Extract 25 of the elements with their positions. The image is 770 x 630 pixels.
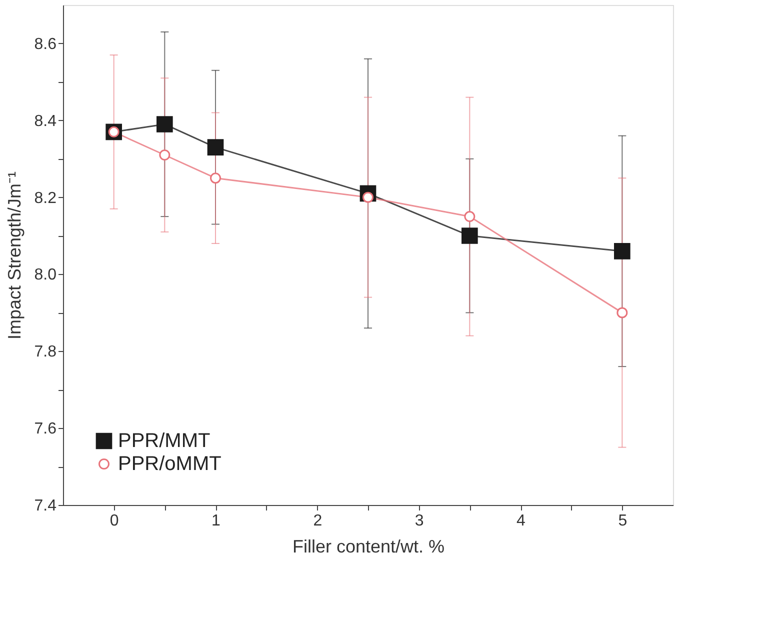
x-tick-label: 1 [212, 512, 221, 530]
point [210, 172, 221, 184]
x-tick-label: 5 [618, 512, 628, 530]
y-tick-label: 8.0 [34, 266, 57, 284]
y-tick-label: 8.6 [34, 36, 57, 53]
x-tick-label: 0 [110, 512, 119, 530]
point [464, 211, 476, 222]
point [156, 116, 173, 132]
y-tick-label: 7.4 [34, 498, 57, 514]
x-tick-label: 2 [313, 512, 322, 530]
point [159, 150, 170, 160]
y-tick-label: 7.6 [34, 420, 57, 438]
y-tick-label: 7.8 [34, 344, 57, 361]
x-axis-title: Filler content/wt. % [292, 536, 445, 556]
legend-label: PPR/MMT [118, 430, 210, 452]
point [614, 242, 630, 260]
point [616, 307, 628, 318]
y-tick-label: 8.4 [34, 112, 57, 130]
x-tick-label: 3 [414, 512, 424, 530]
y-tick-label: 8.2 [34, 190, 57, 207]
x-tick-label: 4 [516, 512, 526, 530]
point [207, 139, 224, 156]
y-axis-title: Impact Strength/Jm⁻¹ [4, 171, 24, 340]
legend-label: PPR/oMMT [118, 453, 222, 475]
point [462, 228, 478, 244]
